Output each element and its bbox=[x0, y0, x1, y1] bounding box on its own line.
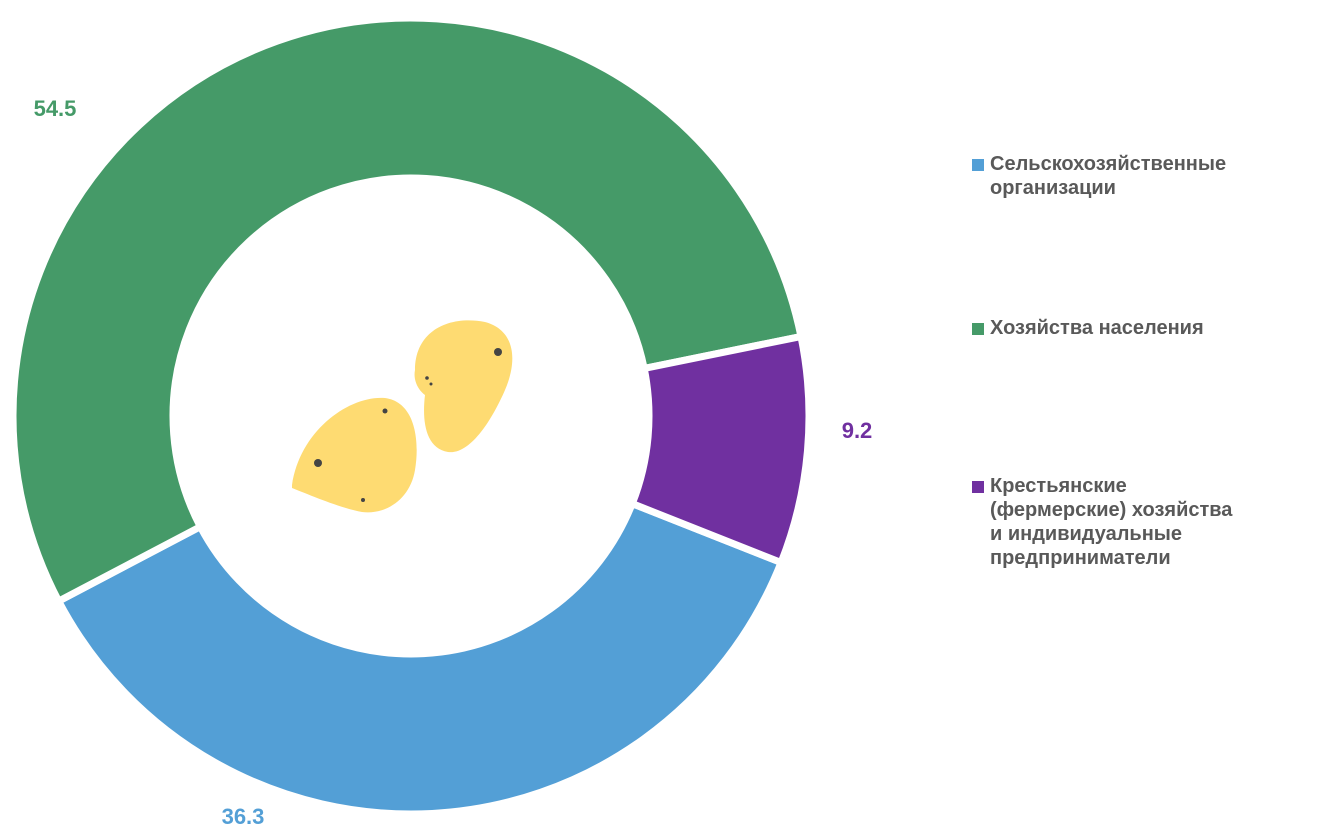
legend-swatch bbox=[972, 323, 984, 335]
slice bbox=[9, 14, 806, 606]
value-label: 54.5 bbox=[34, 96, 77, 121]
legend-swatch bbox=[972, 159, 984, 171]
value-label: 36.3 bbox=[222, 804, 265, 829]
legend-swatch bbox=[972, 481, 984, 493]
slice bbox=[627, 332, 813, 568]
slice bbox=[53, 499, 786, 818]
legend-item: Сельскохозяйственные организации bbox=[972, 152, 1226, 200]
legend-item: Хозяйства населения bbox=[972, 316, 1204, 340]
donut bbox=[9, 14, 813, 818]
legend-item: Крестьянские (фермерские) хозяйства и ин… bbox=[972, 474, 1232, 570]
legend-label: Крестьянские (фермерские) хозяйства и ин… bbox=[990, 475, 1233, 569]
legend-label: Сельскохозяйственные организации bbox=[990, 153, 1227, 199]
potato-illustration bbox=[292, 320, 513, 513]
value-label: 9.2 bbox=[842, 418, 873, 443]
legend-label: Хозяйства населения bbox=[990, 317, 1204, 339]
